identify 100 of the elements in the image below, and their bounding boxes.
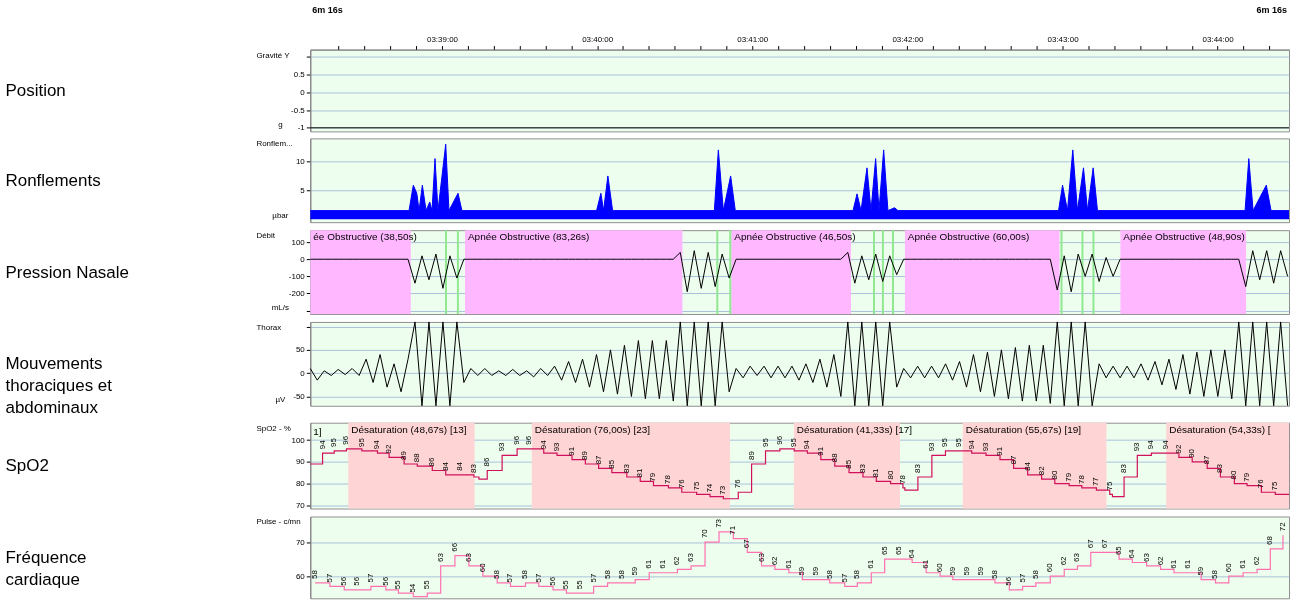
data-label: 79 <box>1242 472 1252 482</box>
data-label: 56 <box>548 576 558 586</box>
data-label: 85 <box>606 459 616 469</box>
data-label: 61 <box>783 559 793 569</box>
data-label: 58 <box>602 569 612 579</box>
data-label: 61 <box>1182 559 1192 569</box>
data-label: 71 <box>728 525 738 535</box>
text: mL/s <box>271 302 289 312</box>
data-label: 60 <box>935 562 945 573</box>
y-tick-label: 60 <box>295 571 306 581</box>
y-tick-label: 0 <box>300 254 306 264</box>
data-label: 83 <box>912 463 922 474</box>
data-label: 73 <box>713 518 723 528</box>
data-label: 56 <box>339 576 349 586</box>
data-label: 89 <box>746 450 756 460</box>
data-label: 56 <box>1004 576 1014 586</box>
data-label: 88 <box>829 452 839 463</box>
data-label: 78 <box>663 474 673 484</box>
y-tick-label: -50 <box>293 391 306 401</box>
data-label: 96 <box>512 435 522 445</box>
data-label: 56 <box>380 576 390 586</box>
data-label: 56 <box>352 576 362 586</box>
data-label: 61 <box>1238 559 1248 569</box>
data-label: 61 <box>1168 559 1178 569</box>
data-label: 83 <box>857 463 867 474</box>
data-label: 72 <box>1277 521 1287 532</box>
data-label: 95 <box>940 437 950 447</box>
data-label: 96 <box>341 435 351 445</box>
data-label: 58 <box>824 569 834 579</box>
x-tick-label: 03:40:00 <box>582 35 614 45</box>
data-label: 93 <box>552 441 562 452</box>
data-label: 86 <box>482 457 492 467</box>
text: 6m 16s <box>1256 4 1288 15</box>
data-label: 87 <box>1202 454 1212 465</box>
data-label: 58 <box>310 569 320 579</box>
y-axis-title: Position <box>5 80 66 100</box>
data-label: 80 <box>1049 470 1059 480</box>
data-label: 63 <box>1072 552 1082 562</box>
data-label: 91 <box>995 446 1004 456</box>
data-label: 65 <box>1114 545 1124 556</box>
data-label: 89 <box>399 450 409 460</box>
data-label: 85 <box>844 459 854 469</box>
data-label: 60 <box>1045 562 1055 573</box>
data-label: 65 <box>893 545 903 556</box>
data-label: 63 <box>463 552 473 562</box>
data-label: 55 <box>393 579 403 590</box>
data-label: 93 <box>981 441 991 452</box>
data-label: 75 <box>691 480 701 491</box>
y-axis-title: Mouvements thoraciques et abdominaux <box>5 354 113 418</box>
data-label: 54 <box>408 583 418 593</box>
data-label: 93 <box>1132 441 1142 452</box>
text: µbar <box>272 211 289 221</box>
y-tick-label: -1 <box>297 123 306 133</box>
data-label: 61 <box>658 559 668 569</box>
data-label: 93 <box>497 441 507 452</box>
data-label: 88 <box>412 452 422 463</box>
data-label: 96 <box>523 435 533 445</box>
y-tick-label: 80 <box>295 479 306 489</box>
y-tick-label: 5 <box>300 185 306 195</box>
y-tick-label: 50 <box>295 345 306 355</box>
data-label: 78 <box>897 474 907 484</box>
data-label: 79 <box>1064 472 1074 482</box>
data-label: 58 <box>616 569 626 579</box>
data-label: 95 <box>789 437 799 447</box>
data-label: 66 <box>449 542 459 552</box>
data-label: 94 <box>538 439 548 450</box>
data-label: 92 <box>384 444 394 454</box>
band-label: Désaturation (48,67s) [13] <box>351 423 467 435</box>
data-label: 63 <box>756 552 766 562</box>
text: Ronflem... <box>256 139 293 149</box>
band-label: Apnée Obstructive (46,50s) <box>734 231 856 243</box>
data-label: 89 <box>580 450 590 460</box>
y-tick-label: -200 <box>288 288 306 298</box>
data-label: 59 <box>947 566 957 576</box>
text: Pulse - c/mn <box>256 517 301 527</box>
data-label: 94 <box>317 439 327 450</box>
data-label: 80 <box>1229 470 1239 480</box>
data-label: 61 <box>644 559 654 569</box>
data-label: 59 <box>630 566 640 576</box>
y-tick-label: -0.5 <box>291 105 306 115</box>
y-axis-title: SpO2 <box>5 456 49 476</box>
text: SpO2 - % <box>256 423 291 433</box>
data-label: 78 <box>1076 474 1086 484</box>
band-label: Désaturation (54,33s) [ <box>1169 423 1271 435</box>
data-label: 87 <box>1008 454 1018 465</box>
data-label: 59 <box>961 566 971 576</box>
x-tick-label: 03:41:00 <box>737 35 769 45</box>
data-label: 64 <box>1127 549 1137 559</box>
data-label: 61 <box>866 559 876 569</box>
data-label: 95 <box>954 437 964 447</box>
data-label: 60 <box>1223 562 1233 573</box>
data-label: 86 <box>427 457 437 467</box>
data-label: 68 <box>1265 535 1275 545</box>
data-label: 84 <box>1022 461 1032 471</box>
data-label: 91 <box>815 446 825 456</box>
data-label: 83 <box>468 463 478 474</box>
band-label: Désaturation (41,33s) [17] <box>796 423 913 435</box>
band-label: ée Obstructive (38,50s) <box>313 231 417 243</box>
data-label: 67 <box>1085 538 1095 549</box>
y-axis-title: Pression Nasale <box>5 262 129 282</box>
